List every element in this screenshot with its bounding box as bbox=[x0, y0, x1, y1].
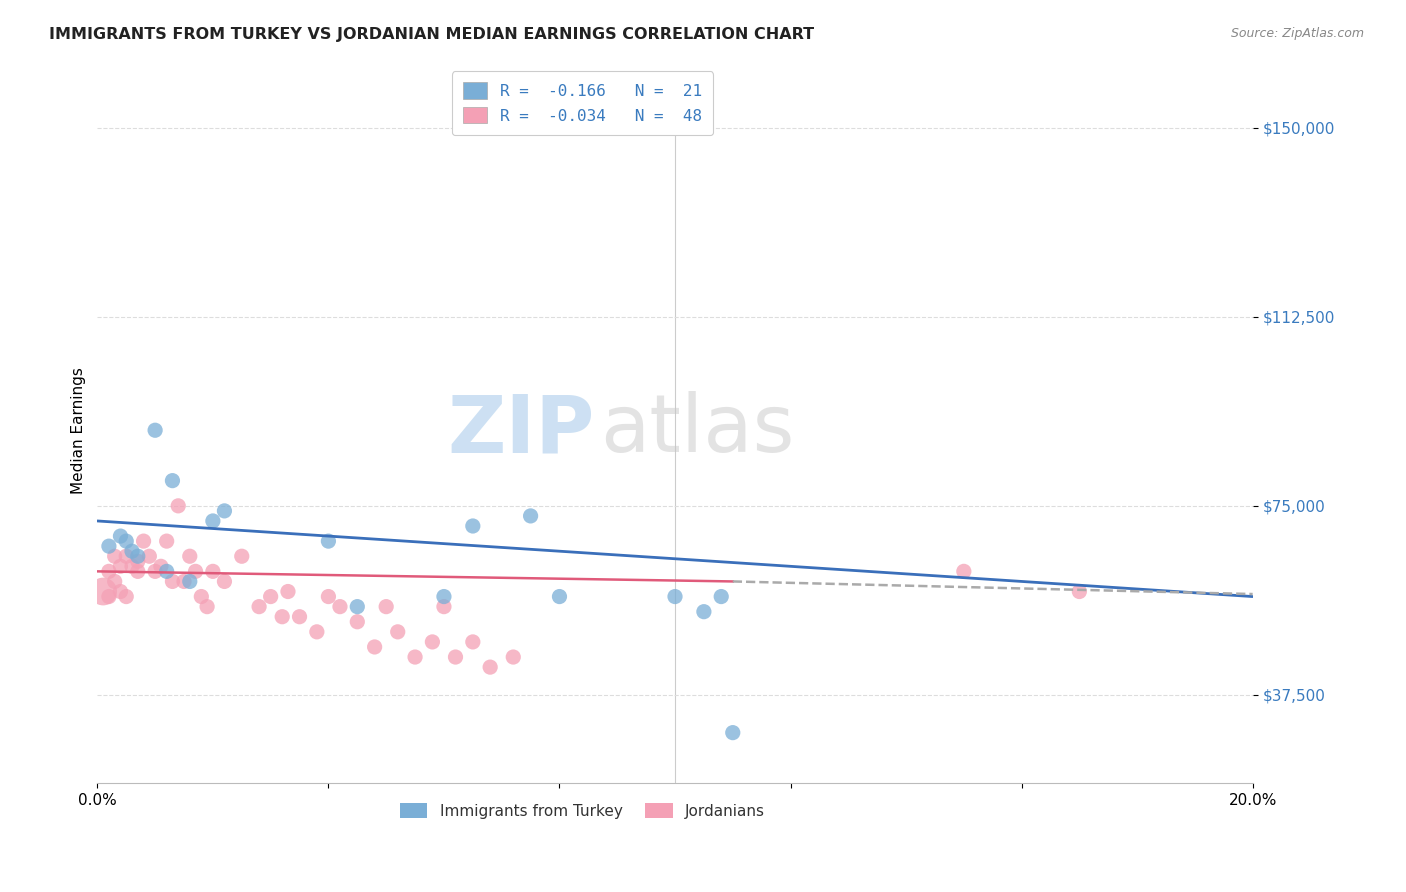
Point bbox=[461, 635, 484, 649]
Point bbox=[479, 660, 502, 674]
Point bbox=[346, 599, 368, 614]
Point bbox=[110, 584, 132, 599]
Point bbox=[167, 499, 190, 513]
Point bbox=[97, 539, 120, 553]
Point bbox=[433, 590, 456, 604]
Point bbox=[305, 624, 328, 639]
Text: ZIP: ZIP bbox=[447, 392, 595, 469]
Text: atlas: atlas bbox=[600, 392, 794, 469]
Point bbox=[214, 574, 236, 589]
Point bbox=[115, 590, 138, 604]
Point bbox=[97, 590, 120, 604]
Point bbox=[127, 549, 149, 564]
Point bbox=[721, 725, 744, 739]
Point bbox=[91, 584, 114, 599]
Point bbox=[318, 534, 340, 549]
Point bbox=[346, 615, 368, 629]
Point bbox=[179, 574, 201, 589]
Point bbox=[190, 590, 212, 604]
Point bbox=[318, 590, 340, 604]
Point bbox=[710, 590, 733, 604]
Point bbox=[201, 565, 224, 579]
Point bbox=[214, 504, 236, 518]
Text: Source: ZipAtlas.com: Source: ZipAtlas.com bbox=[1230, 27, 1364, 40]
Point bbox=[953, 565, 976, 579]
Point bbox=[502, 650, 524, 665]
Point bbox=[143, 565, 166, 579]
Point bbox=[195, 599, 218, 614]
Point bbox=[156, 565, 179, 579]
Y-axis label: Median Earnings: Median Earnings bbox=[72, 367, 86, 493]
Point bbox=[127, 565, 149, 579]
Point bbox=[97, 565, 120, 579]
Point bbox=[156, 534, 179, 549]
Point bbox=[548, 590, 571, 604]
Point bbox=[247, 599, 270, 614]
Point bbox=[387, 624, 409, 639]
Point bbox=[329, 599, 352, 614]
Point bbox=[231, 549, 253, 564]
Point bbox=[201, 514, 224, 528]
Legend: Immigrants from Turkey, Jordanians: Immigrants from Turkey, Jordanians bbox=[394, 797, 772, 825]
Point bbox=[259, 590, 281, 604]
Point bbox=[104, 549, 127, 564]
Point bbox=[693, 605, 716, 619]
Point bbox=[127, 554, 149, 568]
Point bbox=[363, 640, 385, 654]
Point bbox=[110, 529, 132, 543]
Point bbox=[277, 584, 299, 599]
Point bbox=[138, 549, 160, 564]
Point bbox=[179, 549, 201, 564]
Point bbox=[271, 609, 294, 624]
Point bbox=[162, 474, 184, 488]
Point bbox=[664, 590, 686, 604]
Point bbox=[162, 574, 184, 589]
Point bbox=[404, 650, 426, 665]
Point bbox=[121, 559, 143, 574]
Point bbox=[104, 574, 127, 589]
Point bbox=[433, 599, 456, 614]
Point bbox=[519, 508, 541, 523]
Point bbox=[110, 559, 132, 574]
Point bbox=[173, 574, 195, 589]
Point bbox=[422, 635, 444, 649]
Point bbox=[132, 534, 155, 549]
Point bbox=[444, 650, 467, 665]
Point bbox=[288, 609, 311, 624]
Point bbox=[149, 559, 172, 574]
Text: IMMIGRANTS FROM TURKEY VS JORDANIAN MEDIAN EARNINGS CORRELATION CHART: IMMIGRANTS FROM TURKEY VS JORDANIAN MEDI… bbox=[49, 27, 814, 42]
Point bbox=[143, 423, 166, 437]
Point bbox=[115, 549, 138, 564]
Point bbox=[121, 544, 143, 558]
Point bbox=[461, 519, 484, 533]
Point bbox=[115, 534, 138, 549]
Point bbox=[184, 565, 207, 579]
Point bbox=[375, 599, 398, 614]
Point bbox=[1069, 584, 1091, 599]
